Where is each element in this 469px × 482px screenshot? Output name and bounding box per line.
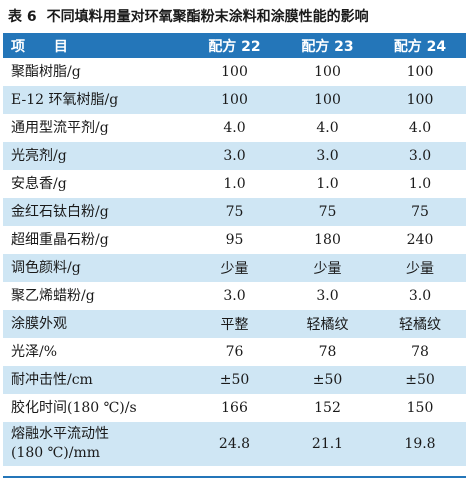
cell-value: 100 (221, 92, 248, 108)
table-title: 表 6 不同填料用量对环氧聚酯粉末涂料和涂膜性能的影响 (8, 6, 369, 26)
cell-value: 75 (318, 204, 337, 220)
cell-value: 21.1 (311, 436, 344, 452)
cell-value: ±50 (405, 372, 435, 388)
cell-value: ±50 (312, 372, 343, 388)
cell-value: 95 (225, 232, 244, 248)
table-bottom-rule (3, 476, 466, 478)
table-row: 超细重晶石粉/g 95 180 240 (3, 226, 466, 254)
cell-value: 3.0 (223, 288, 246, 304)
cell-value: 少量 (313, 261, 342, 277)
cell-value: 78 (411, 344, 429, 360)
cell-value: 4.0 (223, 120, 246, 136)
cell-value: 少量 (220, 261, 249, 277)
cell-value: 3.0 (316, 288, 339, 304)
cell-value: 1.0 (316, 176, 339, 192)
table-row: 聚乙烯蜡粉/g 3.0 3.0 3.0 (3, 282, 466, 310)
row-label: 光泽/% (11, 343, 58, 360)
table-row: 熔融水平流动性 (180 ℃)/mm 24.8 21.1 19.8 (3, 422, 466, 466)
cell-value: 3.0 (408, 148, 432, 164)
table-row: 涂膜外观 平整 轻橘纹 轻橘纹 (3, 310, 466, 338)
table-row: 耐冲击性/cm ±50 ±50 ±50 (3, 366, 466, 394)
row-label: 聚酯树脂/g (11, 63, 81, 80)
row-label: 调色颜料/g (11, 259, 81, 276)
column-header-formula-22: 配方 22 (208, 38, 261, 55)
cell-value: 240 (406, 232, 434, 248)
row-label: 聚乙烯蜡粉/g (11, 287, 95, 304)
table-row: 光亮剂/g 3.0 3.0 3.0 (3, 142, 466, 170)
row-label: 安息香/g (11, 175, 67, 192)
cell-value: 76 (225, 344, 244, 360)
row-label: 熔融水平流动性 (180 ℃)/mm (3, 422, 188, 466)
cell-value: 75 (411, 204, 429, 220)
cell-value: 100 (406, 64, 434, 80)
row-label: E-12 环氧树脂/g (11, 91, 119, 108)
table-row: 光泽/% 76 78 78 (3, 338, 466, 366)
table-row: 通用型流平剂/g 4.0 4.0 4.0 (3, 114, 466, 142)
cell-value: 轻橘纹 (399, 317, 441, 333)
cell-value: 75 (225, 204, 244, 220)
table-row: 安息香/g 1.0 1.0 1.0 (3, 170, 466, 198)
cell-value: 3.0 (223, 148, 246, 164)
row-label: 涂膜外观 (11, 315, 67, 332)
row-label: 金红石钛白粉/g (11, 203, 109, 220)
cell-value: 4.0 (408, 120, 432, 136)
table-header-row: 项 目 配方 22 配方 23 配方 24 (3, 33, 466, 58)
cell-value: 1.0 (408, 176, 432, 192)
cell-value: 3.0 (316, 148, 339, 164)
table-row: E-12 环氧树脂/g 100 100 100 (3, 86, 466, 114)
cell-value: ±50 (219, 372, 250, 388)
cell-value: 100 (314, 92, 341, 108)
table-row: 聚酯树脂/g 100 100 100 (3, 58, 466, 86)
row-label: 光亮剂/g (11, 147, 67, 164)
cell-value: 100 (221, 64, 248, 80)
table-row: 调色颜料/g 少量 少量 少量 (3, 254, 466, 282)
cell-value: 24.8 (218, 436, 251, 452)
cell-value: 152 (314, 400, 341, 416)
cell-value: 3.0 (408, 288, 432, 304)
cell-value: 166 (221, 400, 248, 416)
table-caption: 不同填料用量对环氧聚酯粉末涂料和涂膜性能的影响 (46, 9, 369, 25)
row-label: 耐冲击性/cm (11, 371, 93, 388)
cell-value: 1.0 (223, 176, 246, 192)
cell-value: 4.0 (316, 120, 339, 136)
row-label-line: (180 ℃)/mm (11, 445, 101, 461)
column-header-formula-24: 配方 24 (393, 38, 447, 55)
cell-value: 19.8 (404, 436, 436, 452)
row-label-line: 熔融水平流动性 (11, 426, 109, 442)
cell-value: 平整 (220, 317, 249, 333)
cell-value: 100 (314, 64, 341, 80)
cell-value: 100 (406, 92, 434, 108)
row-label: 通用型流平剂/g (11, 119, 109, 136)
cell-value: 轻橘纹 (306, 317, 349, 333)
table-number: 表 6 (8, 9, 37, 25)
cell-value: 180 (314, 232, 341, 248)
row-label: 胶化时间(180 ℃)/s (11, 399, 137, 416)
data-table: 项 目 配方 22 配方 23 配方 24 聚酯树脂/g 100 100 100… (3, 33, 466, 466)
cell-value: 少量 (406, 261, 434, 277)
cell-value: 78 (318, 344, 337, 360)
column-header-item: 项 目 (11, 38, 80, 55)
row-label: 超细重晶石粉/g (11, 231, 109, 248)
table-row: 胶化时间(180 ℃)/s 166 152 150 (3, 394, 466, 422)
cell-value: 150 (406, 400, 434, 416)
column-header-formula-23: 配方 23 (301, 38, 354, 55)
table-row: 金红石钛白粉/g 75 75 75 (3, 198, 466, 226)
